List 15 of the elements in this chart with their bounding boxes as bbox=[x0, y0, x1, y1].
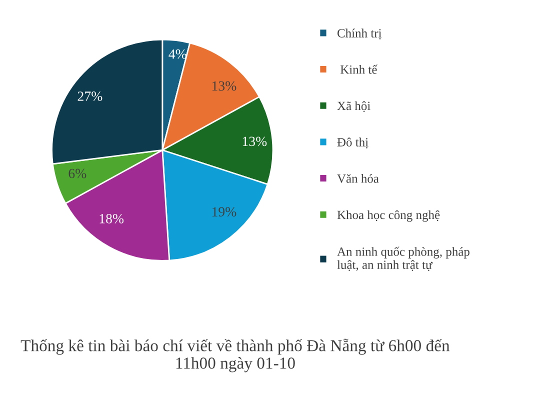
legend-label: Khoa học công nghệ bbox=[337, 210, 440, 222]
data-label: 13% bbox=[212, 81, 236, 91]
data-label: 13% bbox=[242, 136, 267, 146]
legend-label: Xã hội bbox=[337, 101, 370, 112]
data-label: 6% bbox=[68, 168, 86, 178]
legend-label: Chính trị bbox=[337, 28, 382, 40]
legend-label: Kinh tế bbox=[340, 64, 378, 74]
legend-label: Đô thị bbox=[337, 138, 368, 148]
data-label: 4% bbox=[168, 49, 186, 59]
data-label: 27% bbox=[78, 92, 102, 101]
text: Thống kê tin bài báo chí viết về thành phố Đà Nẵng từ 6h00 đến 11h00 ngày 01-10 bbox=[20, 338, 450, 372]
data-label: 19% bbox=[212, 207, 236, 217]
legend-label: An ninh quốc phòng, pháp luật, an ninh trật tự bbox=[337, 246, 470, 271]
legend-label: Văn hóa bbox=[337, 174, 379, 183]
data-label: 18% bbox=[100, 214, 124, 224]
